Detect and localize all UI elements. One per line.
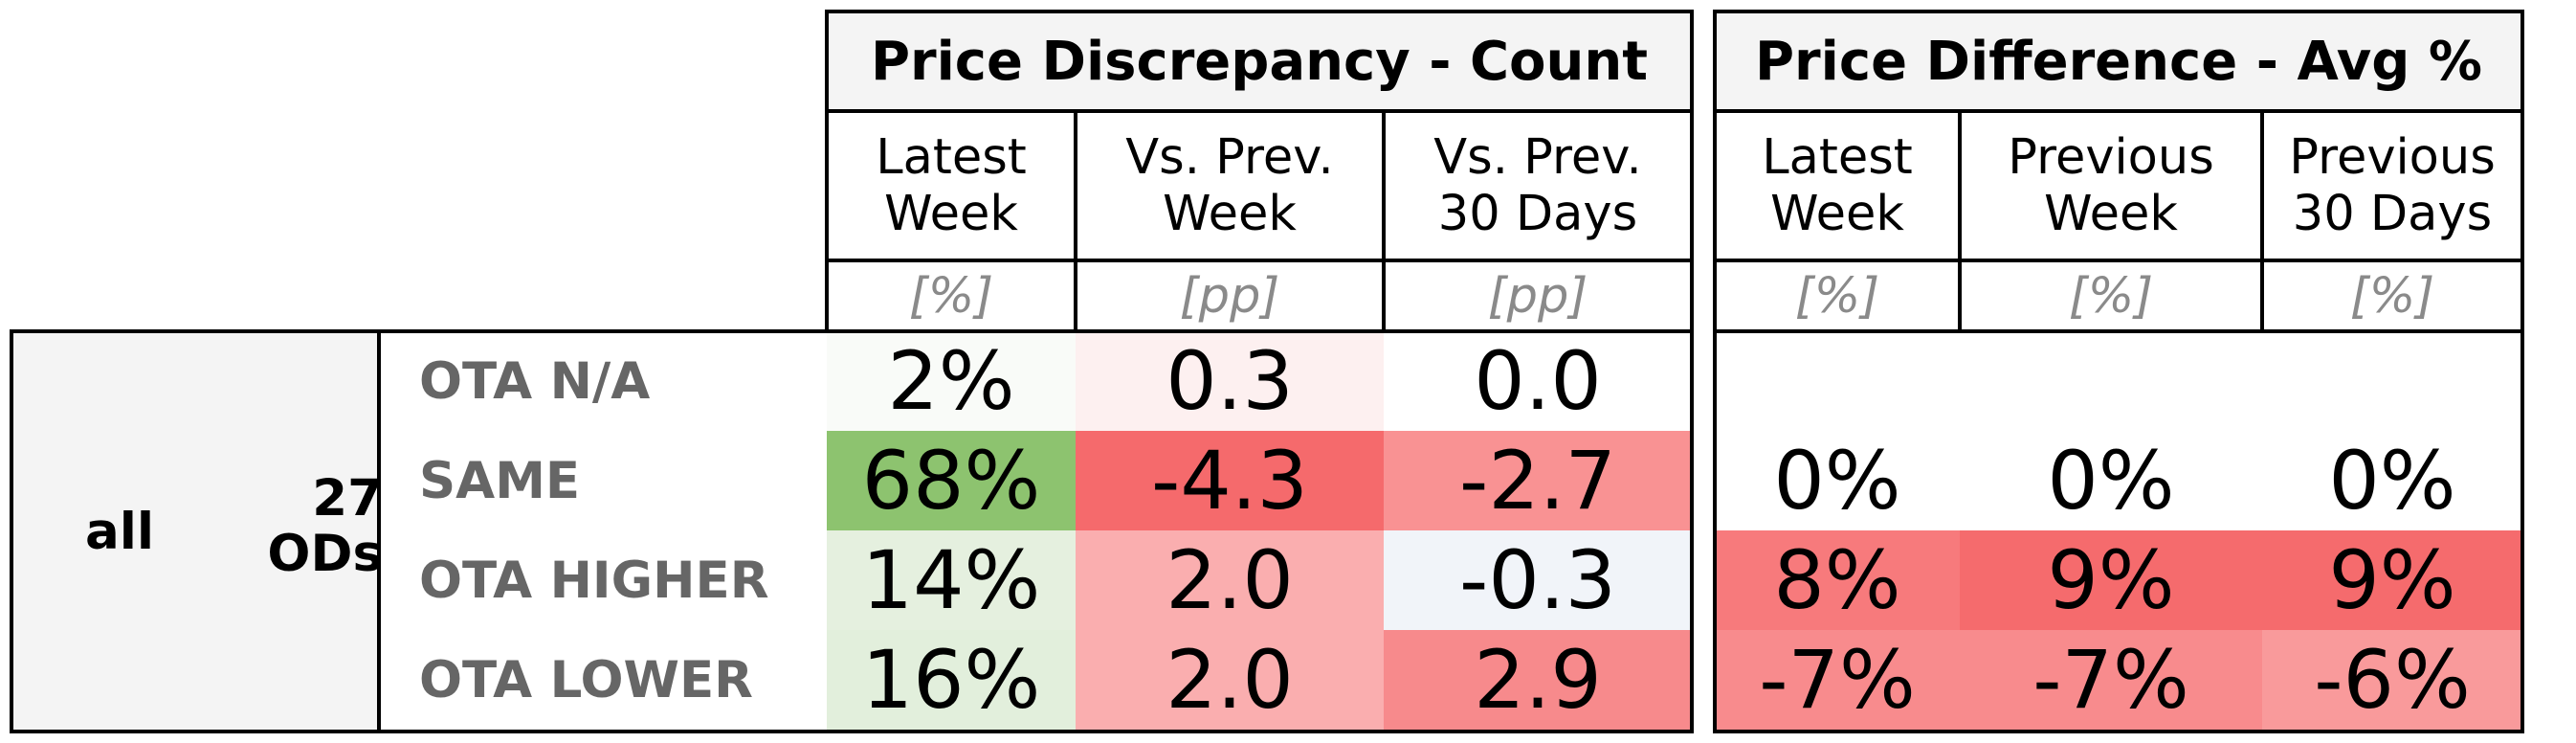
grid-line — [1690, 10, 1694, 733]
diff-unit-previous-week: [%] — [2068, 267, 2154, 325]
grid-line — [2520, 10, 2524, 733]
grid-line — [1715, 259, 2524, 262]
grid-line — [825, 10, 829, 331]
count-cell: 68% — [827, 431, 1076, 530]
diff-cell — [1960, 331, 2262, 431]
count-cell: -4.3 — [1076, 431, 1384, 530]
grid-line — [827, 109, 1692, 113]
grid-line — [10, 329, 13, 733]
diff-cell: -6% — [2262, 630, 2522, 730]
segment-name: all — [84, 502, 155, 561]
grid-line — [1715, 10, 2524, 13]
count-cell: 0.0 — [1384, 331, 1692, 431]
count-col-vs-prev-week: Vs. Prev. Week — [1076, 111, 1384, 260]
count-cell: 0.3 — [1076, 331, 1384, 431]
segment-od-count: 27 ODs — [267, 469, 383, 583]
diff-group-title: Price Difference - Avg % — [1715, 11, 2522, 111]
count-cell: 2.0 — [1076, 630, 1384, 730]
diff-cell: 8% — [1715, 530, 1960, 630]
diff-col-latest-week: Latest Week — [1715, 111, 1960, 260]
count-cell: 14% — [827, 530, 1076, 630]
row-label: SAME — [419, 451, 581, 510]
count-col-latest-week: Latest Week — [827, 111, 1076, 260]
count-cell: 2% — [827, 331, 1076, 431]
diff-unit-latest-week: [%] — [1794, 267, 1880, 325]
diff-cell: -7% — [1960, 630, 2262, 730]
count-unit-latest-week: [%] — [908, 267, 994, 325]
diff-col-previous-week: Previous Week — [1960, 111, 2262, 260]
count-cell: 16% — [827, 630, 1076, 730]
grid-line — [827, 10, 1692, 13]
grid-line — [1713, 10, 1717, 733]
count-col-vs-prev-30-days: Vs. Prev. 30 Days — [1384, 111, 1692, 260]
count-cell: -0.3 — [1384, 530, 1692, 630]
grid-line — [1074, 109, 1077, 331]
grid-line — [827, 259, 1692, 262]
diff-col-previous-30-days: Previous 30 Days — [2262, 111, 2522, 260]
diff-cell: -7% — [1715, 630, 1960, 730]
diff-unit-previous-30-days: [%] — [2349, 267, 2435, 325]
grid-line — [1715, 109, 2524, 113]
grid-line — [377, 329, 381, 733]
diff-cell — [2262, 331, 2522, 431]
row-label: OTA N/A — [419, 351, 651, 411]
count-cell: 2.9 — [1384, 630, 1692, 730]
diff-cell: 0% — [2262, 431, 2522, 530]
segment-box — [11, 331, 379, 732]
row-label: OTA HIGHER — [419, 551, 769, 610]
row-label: OTA LOWER — [419, 650, 753, 709]
count-unit-vs-prev-week: [pp] — [1179, 267, 1280, 325]
count-group-title: Price Discrepancy - Count — [827, 11, 1692, 111]
grid-line — [11, 730, 1692, 733]
diff-cell: 9% — [2262, 530, 2522, 630]
count-cell: -2.7 — [1384, 431, 1692, 530]
diff-cell — [1715, 331, 1960, 431]
diff-cell: 0% — [1960, 431, 2262, 530]
diff-cell: 9% — [1960, 530, 2262, 630]
grid-line — [1958, 109, 1962, 331]
grid-line — [2260, 109, 2264, 331]
count-unit-vs-prev-30-days: [pp] — [1487, 267, 1588, 325]
grid-line — [1715, 730, 2524, 733]
grid-line — [1715, 329, 2524, 333]
grid-line — [11, 329, 1692, 333]
grid-line — [1382, 109, 1386, 331]
diff-cell: 0% — [1715, 431, 1960, 530]
count-cell: 2.0 — [1076, 530, 1384, 630]
